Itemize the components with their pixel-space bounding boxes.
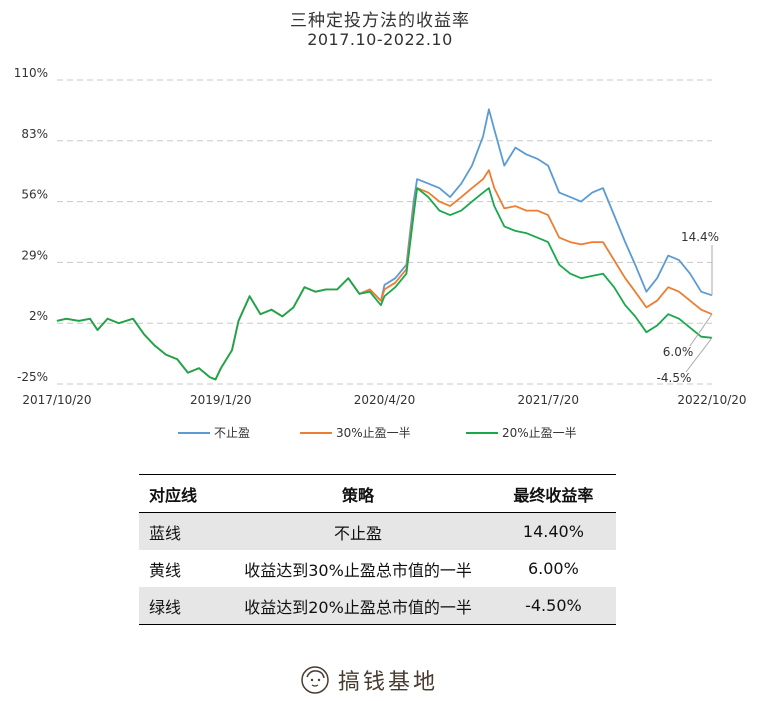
x-tick-label: 2019/1/20 [190, 393, 252, 407]
legend-item-green: 20%止盈一半 [466, 424, 577, 441]
series-line-1 [56, 169, 713, 381]
legend-swatch-green [466, 431, 498, 434]
end-label: -4.5% [657, 371, 692, 385]
cell-return: 6.00% [527, 559, 579, 578]
x-tick-label: 2020/4/20 [354, 393, 416, 407]
line-chart: 110%83%56%29%2%-25% 2017/10/20 2019/1/20 2… [14, 66, 747, 407]
end-label: 14.4% [681, 230, 719, 244]
x-axis-ticks: 2017/10/20 2019/1/20 2020/4/20 2021/7/20 202… [22, 393, 746, 407]
table-header-row: 对应线 策略 最终收益率 [139, 474, 616, 513]
x-tick-label: 2021/7/20 [517, 393, 579, 407]
y-tick-label: 83% [21, 127, 48, 141]
cell-return: 14.40% [490, 512, 616, 550]
legend-label-blue: 不止盈 [214, 426, 251, 440]
end-label: 6.0% [663, 345, 694, 359]
series-line-2 [56, 187, 713, 381]
strategy-table: 对应线 策略 最终收益率 蓝线 不止盈 14.40% 黄线 收益达到30%止盈总… [139, 474, 616, 625]
end-label-leader [689, 313, 713, 347]
x-tick-label: 2022/10/20 [677, 393, 746, 407]
brand-name: 搞钱基地 [338, 670, 439, 695]
legend-item-blue: 不止盈 [178, 424, 250, 441]
chart-subtitle: 2017.10-2022.10 [307, 30, 453, 49]
header-strategy: 策略 [225, 474, 491, 513]
table-row: 蓝线 不止盈 14.40% [139, 512, 616, 550]
end-labels: 14.4% 6.0% -4.5% [657, 230, 719, 385]
cell-strategy: 收益达到30%止盈总市值的一半 [244, 560, 472, 580]
series-lines [56, 108, 713, 381]
grid [57, 79, 712, 385]
legend-swatch-orange [300, 431, 332, 434]
table-row: 黄线 收益达到30%止盈总市值的一半 6.00% [139, 550, 616, 587]
y-tick-label: 56% [21, 188, 48, 202]
legend-label-orange: 30%止盈一半 [336, 426, 411, 440]
end-label-leader [685, 337, 713, 373]
legend: 不止盈 30%止盈一半 20%止盈一半 [0, 424, 760, 442]
header-line: 对应线 [139, 474, 226, 513]
brand-logo: 搞钱基地 [300, 662, 438, 698]
cell-line: 黄线 [149, 560, 182, 580]
legend-swatch-blue [178, 431, 210, 434]
y-tick-label: -25% [17, 370, 48, 384]
chart-title: 三种定投方法的收益率 [290, 11, 470, 31]
cell-strategy: 不止盈 [225, 512, 491, 550]
cell-line: 绿线 [139, 587, 226, 625]
table-row: 绿线 收益达到20%止盈总市值的一半 -4.50% [139, 587, 616, 625]
cell-line: 蓝线 [139, 512, 226, 550]
legend-label-green: 20%止盈一半 [502, 426, 577, 440]
x-tick-label: 2017/10/20 [22, 393, 91, 407]
cell-strategy: 收益达到20%止盈总市值的一半 [225, 587, 491, 625]
y-axis-ticks: 110% 83% 56% 29% 2% -25% [14, 66, 48, 384]
header-return: 最终收益率 [490, 474, 616, 513]
y-tick-label: 2% [29, 309, 48, 323]
series-line-0 [56, 108, 713, 381]
girl-face-logo-icon [301, 666, 329, 694]
y-tick-label: 29% [21, 248, 48, 262]
y-tick-label: 110% [14, 66, 48, 80]
legend-item-orange: 30%止盈一半 [300, 424, 411, 441]
cell-return: -4.50% [490, 587, 616, 625]
